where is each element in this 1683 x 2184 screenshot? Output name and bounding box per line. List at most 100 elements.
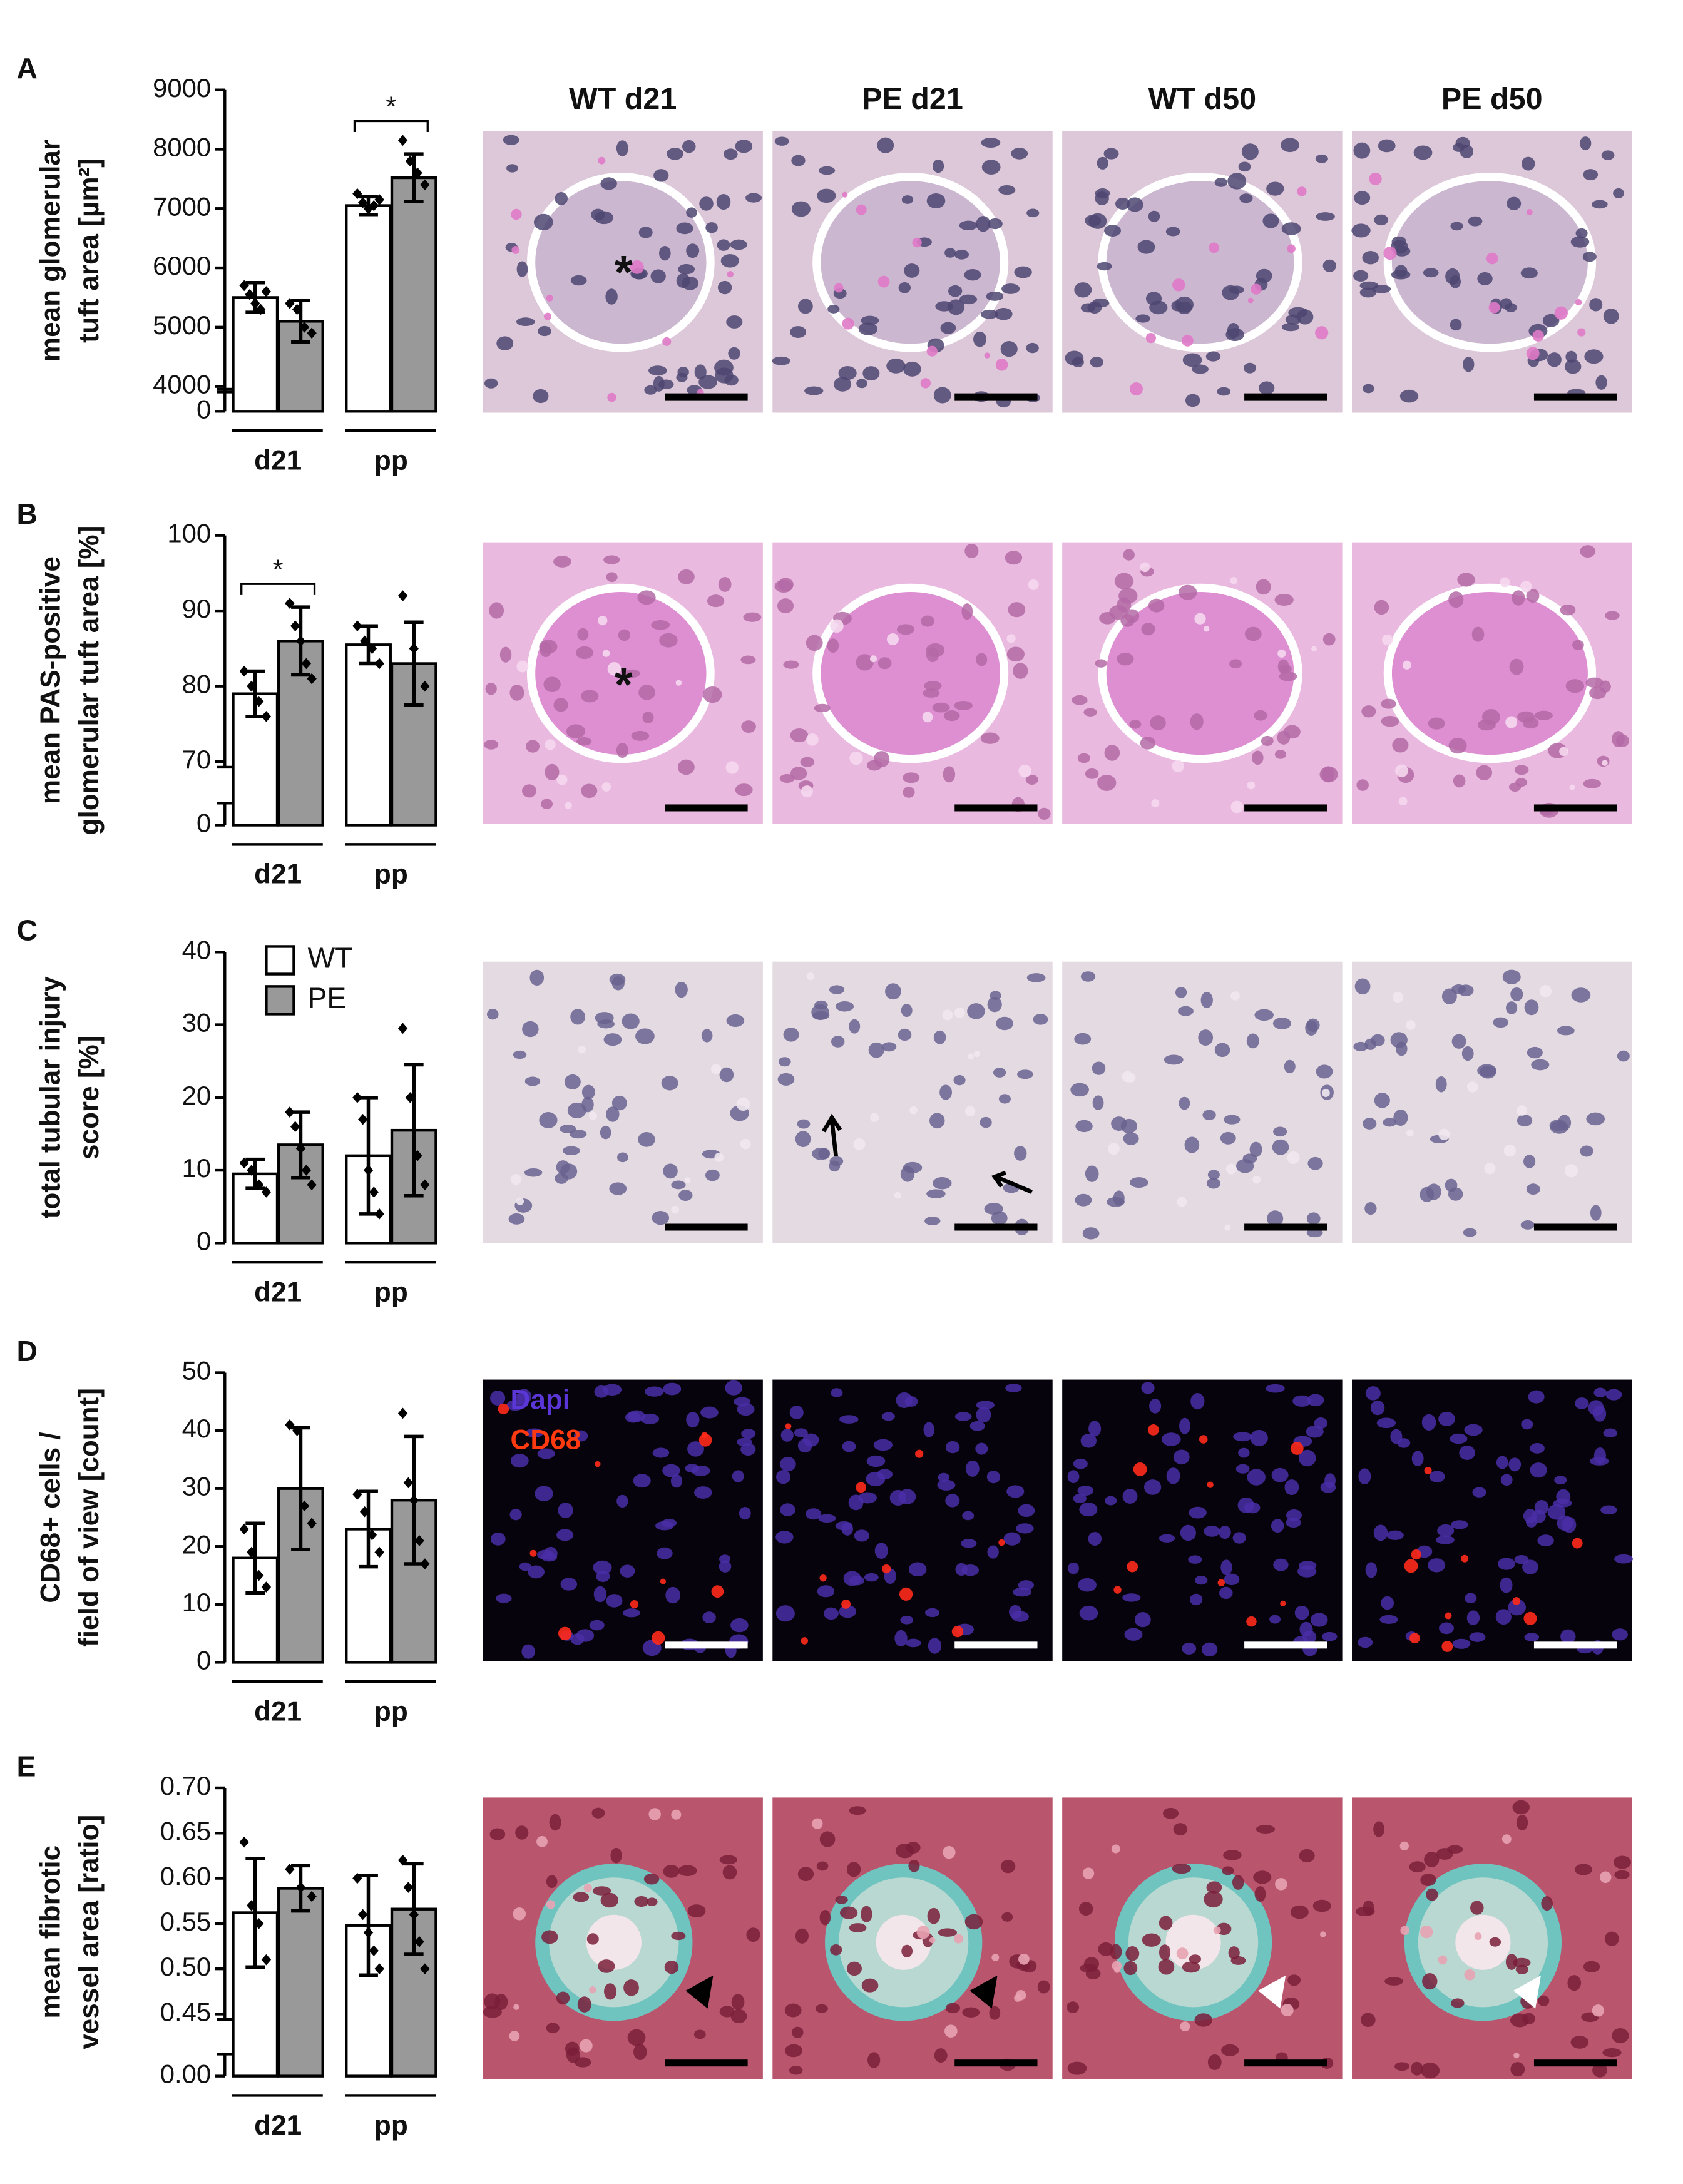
nucleus xyxy=(976,1401,995,1410)
nucleus xyxy=(1190,1593,1203,1606)
nucleus xyxy=(1489,1937,1501,1947)
nucleus xyxy=(1526,588,1540,603)
nucleus xyxy=(593,1560,612,1575)
nucleus xyxy=(1159,1916,1173,1931)
nucleus xyxy=(896,624,915,635)
spot xyxy=(998,1539,1005,1546)
spot xyxy=(513,2004,519,2010)
nucleus xyxy=(645,1386,664,1397)
nucleus xyxy=(780,1456,796,1472)
data-point xyxy=(253,1179,264,1191)
nucleus xyxy=(1615,734,1629,747)
nucleus xyxy=(998,185,1016,195)
nucleus xyxy=(774,136,789,146)
nucleus xyxy=(1553,1499,1572,1508)
spot xyxy=(1321,1089,1330,1098)
nucleus xyxy=(533,389,549,404)
y-tick-label: 8000 xyxy=(153,133,211,162)
nucleus xyxy=(1126,197,1143,212)
nucleus xyxy=(529,969,545,986)
nucleus xyxy=(1189,1954,1201,1964)
nucleus xyxy=(896,1392,913,1409)
nucleus xyxy=(650,269,666,283)
nucleus xyxy=(1522,717,1539,729)
nucleus xyxy=(662,1518,677,1528)
y-tick-label: 80 xyxy=(182,670,212,699)
nucleus xyxy=(836,1001,854,1012)
data-point xyxy=(307,1891,317,1902)
micrograph-bg xyxy=(1352,1379,1632,1661)
y-axis-label: tuft area [µm²] xyxy=(74,158,105,343)
spot xyxy=(588,1111,598,1120)
nucleus xyxy=(772,356,790,365)
spot xyxy=(894,1192,901,1199)
spot xyxy=(516,660,529,673)
nucleus xyxy=(823,1607,839,1620)
nucleus xyxy=(1014,1146,1027,1161)
nucleus xyxy=(676,372,688,382)
scale-bar xyxy=(665,393,748,401)
data-point xyxy=(261,286,272,297)
spot xyxy=(1500,577,1510,588)
nucleus xyxy=(635,1028,655,1044)
data-point xyxy=(409,643,419,655)
nucleus xyxy=(1292,1395,1312,1407)
error-bar xyxy=(359,1874,378,1977)
nucleus xyxy=(1427,1558,1446,1573)
spot xyxy=(1592,2004,1605,2017)
nucleus xyxy=(687,1441,704,1457)
nucleus xyxy=(527,1565,545,1579)
spot xyxy=(710,1064,722,1074)
nucleus xyxy=(948,285,963,297)
nucleus xyxy=(1083,1957,1100,1971)
panel-label: B xyxy=(16,498,37,530)
nucleus xyxy=(842,1441,856,1452)
nucleus xyxy=(989,2006,1001,2020)
nucleus xyxy=(1450,319,1462,331)
nucleus xyxy=(686,1412,700,1428)
nucleus xyxy=(553,556,571,568)
y-tick-label: 0.60 xyxy=(160,1862,211,1891)
nucleus xyxy=(940,322,956,334)
nucleus xyxy=(1461,1046,1474,1061)
nucleus xyxy=(1547,352,1562,367)
nucleus xyxy=(1592,200,1608,209)
nucleus xyxy=(1453,143,1465,152)
x-tick-label: d21 xyxy=(254,859,302,890)
nucleus xyxy=(1603,309,1619,324)
spot xyxy=(579,2039,593,2053)
nucleus xyxy=(1065,350,1084,365)
nucleus xyxy=(1574,1864,1593,1875)
nucleus xyxy=(1222,1866,1234,1875)
nucleus xyxy=(1358,1468,1371,1485)
nucleus xyxy=(718,577,732,592)
nucleus xyxy=(1206,1178,1221,1189)
nucleus xyxy=(1097,156,1109,170)
scale-bar xyxy=(954,1223,1038,1231)
spot xyxy=(870,1113,879,1122)
nucleus xyxy=(903,772,920,783)
nucleus xyxy=(867,2052,881,2068)
nucleus xyxy=(1117,652,1134,666)
y-tick-label: 0.50 xyxy=(160,1952,211,1981)
nucleus xyxy=(483,2006,502,2018)
nucleus xyxy=(1374,1093,1390,1108)
nucleus xyxy=(1307,1156,1323,1170)
nucleus xyxy=(509,685,524,701)
nucleus xyxy=(1560,605,1576,616)
nucleus xyxy=(671,1180,686,1190)
spot xyxy=(725,761,739,774)
spot xyxy=(834,283,844,293)
nucleus xyxy=(1363,1118,1377,1130)
nucleus xyxy=(524,1076,541,1086)
nucleus xyxy=(1469,1632,1486,1642)
error-bar xyxy=(404,1063,424,1198)
spot xyxy=(546,1900,556,1909)
nucleus xyxy=(1316,1064,1333,1079)
nucleus xyxy=(1426,1888,1438,1901)
nucleus xyxy=(1125,1946,1140,1961)
spot xyxy=(1180,2021,1190,2032)
nucleus xyxy=(800,757,815,767)
nucleus xyxy=(1537,1534,1554,1547)
data-point xyxy=(245,288,255,300)
